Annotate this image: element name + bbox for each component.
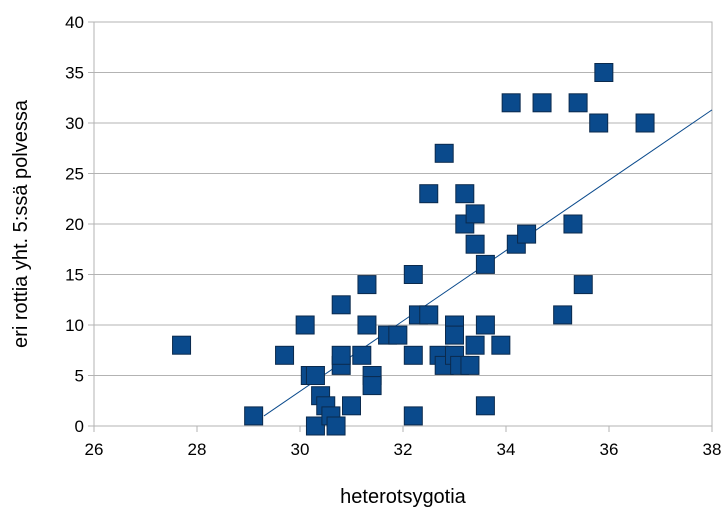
data-point [305, 366, 325, 385]
y-tick-label: 40 [65, 13, 84, 32]
data-point [553, 305, 573, 325]
data-point [434, 143, 454, 163]
data-point [305, 416, 325, 436]
data-point [501, 93, 521, 113]
x-axis-title: heterotsygotia [340, 486, 467, 508]
data-point [295, 315, 315, 335]
data-point [388, 325, 408, 345]
data-point [465, 204, 485, 224]
data-point [357, 275, 377, 295]
data-point [589, 113, 609, 133]
data-point [362, 376, 382, 396]
data-point [357, 315, 377, 335]
data-point [275, 345, 295, 365]
y-tick-label: 20 [65, 215, 84, 234]
x-tick-label: 36 [600, 440, 619, 459]
x-tick-label: 38 [703, 440, 722, 459]
data-point [445, 325, 464, 345]
data-point [475, 315, 495, 335]
x-tick-label: 32 [394, 440, 413, 459]
y-tick-label: 5 [75, 367, 84, 386]
data-point [563, 214, 583, 234]
y-tick-label: 25 [65, 165, 84, 184]
data-point [244, 406, 264, 426]
data-point [491, 335, 511, 355]
data-point [517, 224, 537, 244]
data-point [465, 234, 485, 254]
y-tick-label: 30 [65, 114, 84, 133]
data-point [532, 93, 552, 113]
data-point [342, 396, 361, 416]
data-point [326, 416, 346, 436]
data-point [331, 345, 351, 365]
data-point [331, 295, 351, 315]
y-tick-label: 35 [65, 64, 84, 83]
data-point [403, 345, 423, 365]
y-tick-label: 10 [65, 316, 84, 335]
x-tick-label: 28 [188, 440, 207, 459]
data-point [568, 93, 588, 113]
data-point [460, 355, 480, 375]
x-tick-label: 34 [497, 440, 516, 459]
data-point [475, 396, 495, 416]
data-point [635, 113, 655, 133]
data-point [403, 265, 423, 284]
data-point [403, 406, 423, 426]
y-tick-labels: 0 5 10 15 20 25 30 35 40 [65, 13, 84, 436]
data-point [419, 184, 439, 204]
x-tick-labels: 26 28 30 32 34 36 38 [85, 440, 722, 459]
data-point [172, 335, 192, 355]
data-point [465, 335, 485, 355]
data-points [172, 63, 655, 436]
y-tick-label: 0 [75, 417, 84, 436]
y-tick-label: 15 [65, 266, 84, 285]
data-point [352, 345, 372, 365]
data-point [594, 63, 614, 82]
x-tick-label: 26 [85, 440, 104, 459]
gridlines [88, 21, 713, 432]
x-tick-label: 30 [291, 440, 310, 459]
data-point [419, 305, 439, 325]
y-axis-title: eri rottia yht. 5:ssä polvessa [10, 99, 32, 348]
data-point [455, 184, 475, 204]
data-point [475, 254, 495, 274]
data-point [573, 275, 593, 295]
